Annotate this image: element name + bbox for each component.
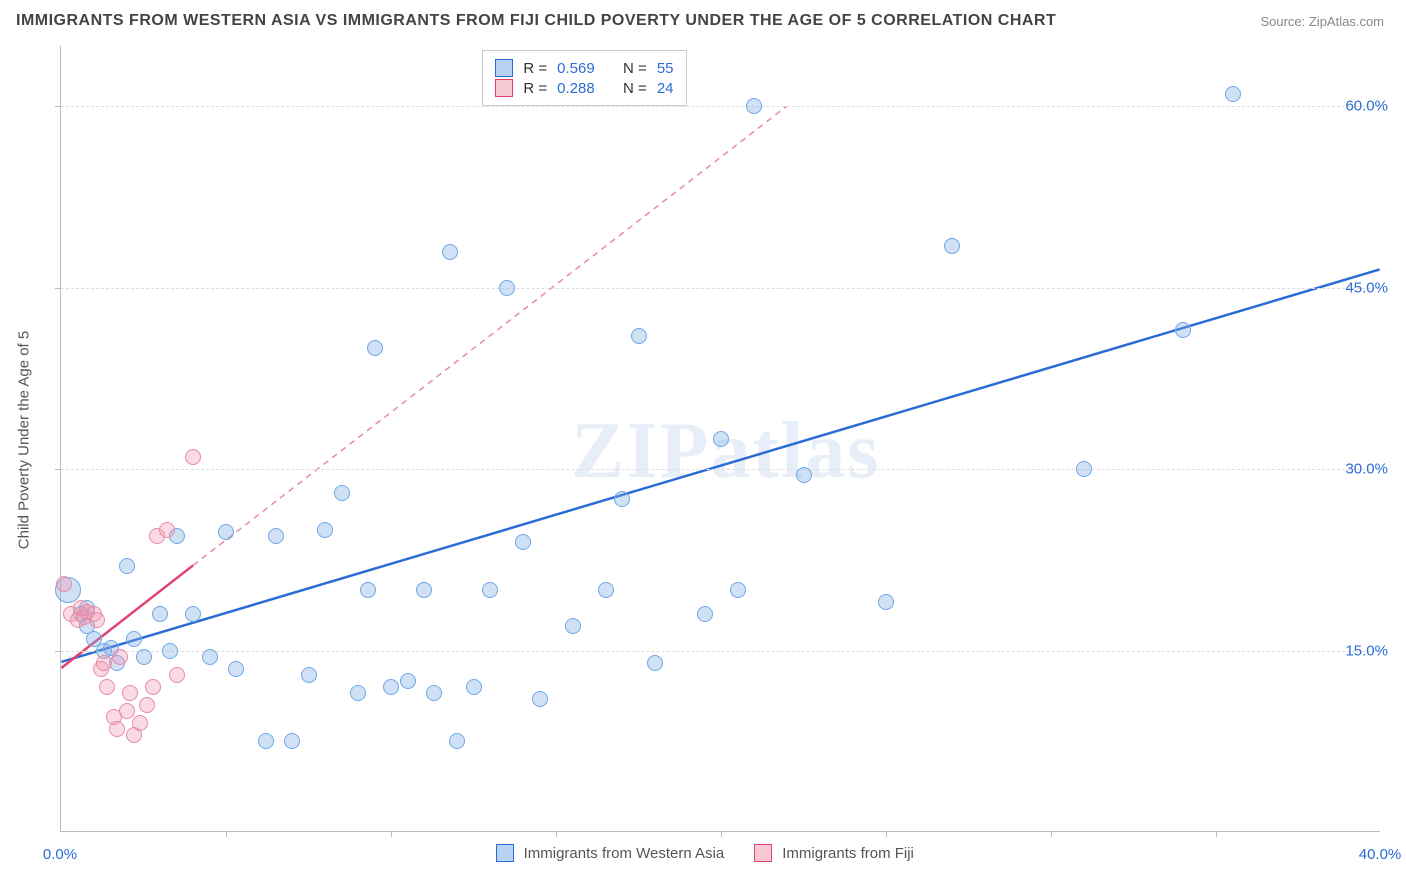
scatter-point [202, 649, 218, 665]
scatter-point [631, 328, 647, 344]
scatter-point [162, 643, 178, 659]
source-label: Source: ZipAtlas.com [1260, 14, 1384, 29]
scatter-point [878, 594, 894, 610]
scatter-point [136, 649, 152, 665]
scatter-point [317, 522, 333, 538]
scatter-point [796, 467, 812, 483]
scatter-point [284, 733, 300, 749]
scatter-point [367, 340, 383, 356]
scatter-point [442, 244, 458, 260]
gridline-h [61, 106, 1380, 107]
watermark: ZIPatlas [571, 406, 880, 497]
y-tick-label: 15.0% [1345, 642, 1388, 659]
scatter-point [466, 679, 482, 695]
scatter-point [647, 655, 663, 671]
scatter-point [598, 582, 614, 598]
scatter-point [89, 612, 105, 628]
legend-swatch [754, 844, 772, 862]
x-minor-tick [1051, 831, 1052, 837]
legend-swatch [495, 79, 513, 97]
y-axis-label: Child Poverty Under the Age of 5 [16, 331, 33, 549]
scatter-point [132, 715, 148, 731]
legend-swatch [495, 59, 513, 77]
y-tick-label: 45.0% [1345, 279, 1388, 296]
scatter-point [218, 524, 234, 540]
scatter-point [746, 98, 762, 114]
scatter-point [96, 655, 112, 671]
scatter-point [1225, 86, 1241, 102]
scatter-point [159, 522, 175, 538]
scatter-point [1175, 322, 1191, 338]
scatter-point [112, 649, 128, 665]
scatter-point [944, 238, 960, 254]
scatter-point [383, 679, 399, 695]
legend-correlation: R =0.569 N =55 R =0.288 N =24 [482, 50, 686, 106]
scatter-point [482, 582, 498, 598]
x-minor-tick [886, 831, 887, 837]
scatter-point [122, 685, 138, 701]
y-tick-label: 60.0% [1345, 98, 1388, 115]
scatter-point [1076, 461, 1092, 477]
scatter-point [614, 491, 630, 507]
scatter-point [56, 576, 72, 592]
chart-title: IMMIGRANTS FROM WESTERN ASIA VS IMMIGRAN… [16, 12, 1056, 30]
x-minor-tick [721, 831, 722, 837]
scatter-point [301, 667, 317, 683]
scatter-point [228, 661, 244, 677]
scatter-point [185, 449, 201, 465]
gridline-h [61, 469, 1380, 470]
scatter-point [449, 733, 465, 749]
x-minor-tick [391, 831, 392, 837]
scatter-point [99, 679, 115, 695]
scatter-point [426, 685, 442, 701]
legend-label: Immigrants from Western Asia [524, 845, 725, 862]
scatter-point [350, 685, 366, 701]
scatter-point [145, 679, 161, 695]
scatter-point [360, 582, 376, 598]
scatter-point [268, 528, 284, 544]
scatter-point [532, 691, 548, 707]
scatter-point [258, 733, 274, 749]
scatter-point [515, 534, 531, 550]
scatter-point [416, 582, 432, 598]
scatter-point [119, 703, 135, 719]
scatter-point [697, 606, 713, 622]
legend-swatch [496, 844, 514, 862]
scatter-point [169, 667, 185, 683]
x-tick-label: 40.0% [1359, 846, 1402, 863]
legend-row: R =0.288 N =24 [495, 79, 673, 97]
y-tick-label: 30.0% [1345, 461, 1388, 478]
x-tick-label: 0.0% [43, 846, 77, 863]
x-minor-tick [1216, 831, 1217, 837]
plot-area: ZIPatlas [60, 46, 1380, 832]
gridline-h [61, 288, 1380, 289]
scatter-point [126, 631, 142, 647]
scatter-point [185, 606, 201, 622]
scatter-point [139, 697, 155, 713]
scatter-point [119, 558, 135, 574]
legend-row: R =0.569 N =55 [495, 59, 673, 77]
x-minor-tick [226, 831, 227, 837]
scatter-point [565, 618, 581, 634]
scatter-point [109, 721, 125, 737]
legend-label: Immigrants from Fiji [782, 845, 914, 862]
scatter-point [713, 431, 729, 447]
x-minor-tick [556, 831, 557, 837]
scatter-point [334, 485, 350, 501]
legend-series: Immigrants from Western Asia Immigrants f… [496, 844, 934, 862]
scatter-point [400, 673, 416, 689]
scatter-point [730, 582, 746, 598]
gridline-h [61, 651, 1380, 652]
scatter-point [152, 606, 168, 622]
scatter-point [499, 280, 515, 296]
